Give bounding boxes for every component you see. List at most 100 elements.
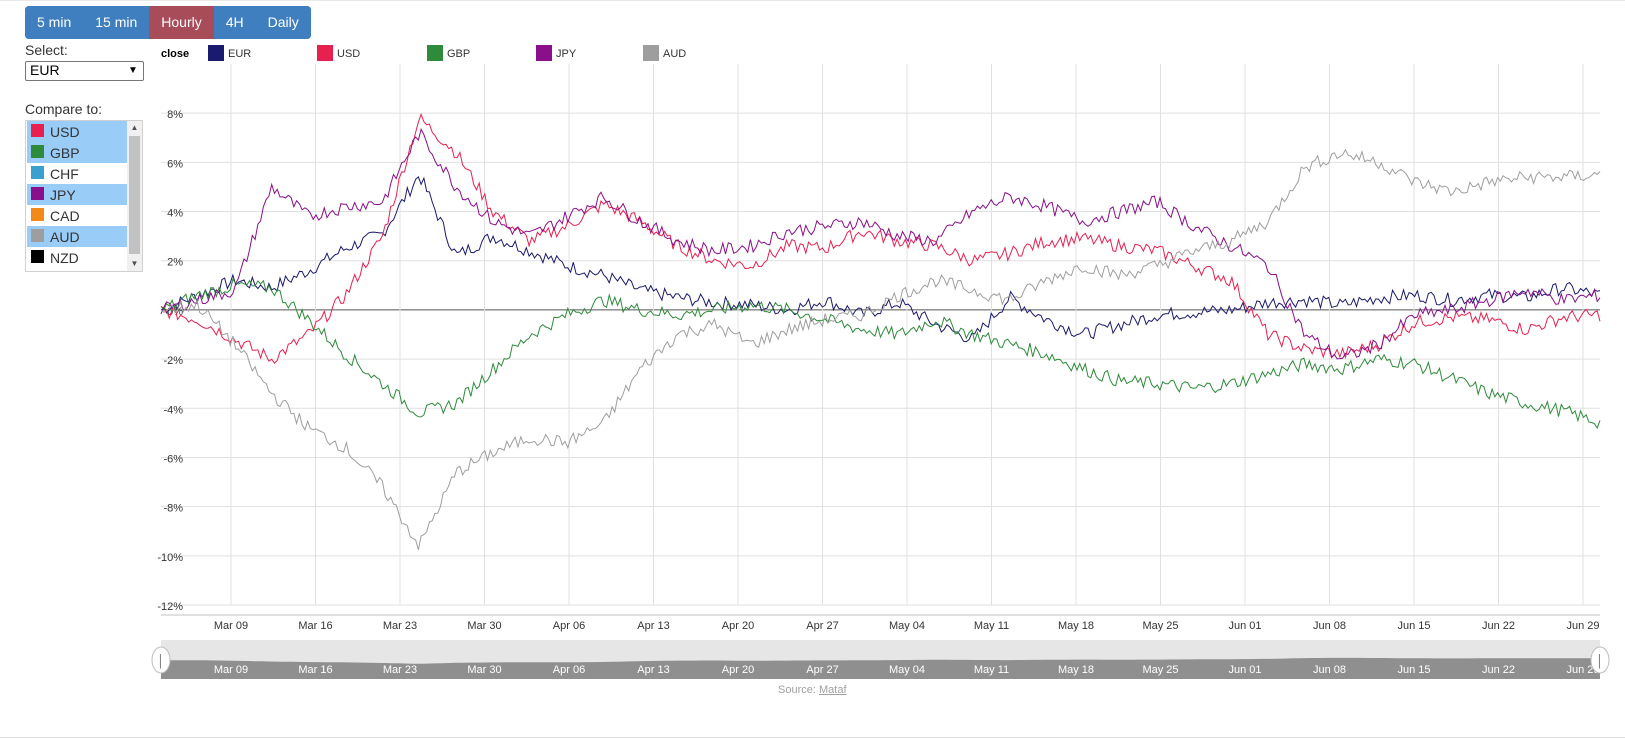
series-line-aud [160,148,1601,550]
navigator-tick-label: Apr 27 [806,664,838,676]
x-tick-label: Jun 22 [1482,620,1515,632]
compare-item-label: AUD [50,229,80,245]
x-tick-label: Jun 29 [1566,620,1599,632]
legend-label-aud: AUD [663,48,686,60]
y-tick-label: -2% [163,355,183,367]
compare-item-label: USD [50,124,80,140]
legend-label-eur: EUR [228,48,251,60]
compare-item-nzd[interactable]: NZD [27,247,128,268]
series-line-jpy [160,127,1601,360]
y-tick-label: -6% [163,453,183,465]
navigator-tick-label: Apr 06 [553,664,585,676]
y-tick-label: -12% [157,601,183,613]
x-tick-label: Apr 13 [637,620,669,632]
period-button-daily[interactable]: Daily [255,6,311,39]
chart-grid [161,64,1600,606]
navigator-tick-label: May 11 [974,664,1009,676]
y-tick-label: -10% [157,552,183,564]
chart-series [160,112,1601,550]
y-tick-label: -4% [163,404,183,416]
navigator-tick-label: Mar 09 [214,664,248,676]
currency-select-value: EUR [30,62,60,78]
navigator-handle-left[interactable]: │ [151,646,171,674]
period-button-15min[interactable]: 15 min [83,6,150,39]
navigator-tick-label: May 18 [1058,664,1094,676]
y-tick-label: 6% [167,158,183,170]
legend-title: close [161,48,189,60]
navigator-area [161,657,1600,679]
chevron-down-icon: ▼ [128,65,138,76]
x-tick-label: May 18 [1058,620,1094,632]
comparison-chart[interactable]: close EUR USD GBP JPY AUD 8%6%4%2%0%-2%-4%-6… [0,0,1625,700]
navigator-tick-label: Apr 13 [637,664,669,676]
compare-label: Compare to: [25,101,103,117]
legend-swatch-aud [643,45,659,61]
legend-label-jpy: JPY [556,48,577,60]
navigator-tick-label: Jun 15 [1397,664,1430,676]
series-line-usd [160,112,1601,364]
y-tick-label: 8% [167,109,183,121]
y-axis: 8%6%4%2%0%-2%-4%-6%-8%-10%-12% [157,109,183,613]
period-button-5min[interactable]: 5 min [25,6,84,39]
source-credit: Source: Mataf [778,684,847,696]
y-tick-label: 2% [167,257,183,269]
x-tick-label: May 04 [889,620,925,632]
handle-grip-icon: │ [157,654,165,669]
source-link[interactable]: Mataf [818,684,847,696]
bottom-divider [0,737,1625,738]
navigator-tick-label: Jun 22 [1482,664,1515,676]
aud-swatch-icon [31,229,44,242]
x-tick-label: Jun 08 [1313,620,1346,632]
x-tick-label: Apr 27 [806,620,838,632]
scroll-down-arrow-icon[interactable]: ▼ [130,259,139,268]
scroll-up-arrow-icon[interactable]: ▲ [130,123,139,132]
navigator-tick-label: May 25 [1142,664,1178,676]
navigator-handle-right[interactable]: │ [1590,646,1610,674]
x-tick-label: Mar 30 [467,620,501,632]
x-tick-label: Apr 20 [722,620,754,632]
navigator-tick-label: Mar 30 [467,664,501,676]
chf-swatch-icon [31,166,44,179]
scroll-thumb[interactable] [129,136,140,254]
gbp-swatch-icon [31,145,44,158]
navigator-tick-label: Mar 23 [383,664,417,676]
compare-item-usd[interactable]: USD [27,121,128,142]
compare-item-label: GBP [50,145,80,161]
navigator-tick-label: Mar 16 [298,664,332,676]
compare-item-chf[interactable]: CHF [27,163,128,184]
legend-swatch-jpy [536,45,552,61]
cad-swatch-icon [31,208,44,221]
compare-item-label: CHF [50,166,79,182]
chart-legend: close EUR USD GBP JPY AUD [161,45,686,61]
navigator-tick-label: Jun 01 [1228,664,1261,676]
navigator-tick-label: Jun 29 [1566,664,1599,676]
compare-item-jpy[interactable]: JPY [27,184,128,205]
compare-item-aud[interactable]: AUD [27,226,128,247]
x-tick-label: May 25 [1142,620,1178,632]
compare-item-gbp[interactable]: GBP [27,142,128,163]
compare-list[interactable]: USD GBP CHF JPY CAD AUD NZD ▲ ▼ [25,120,143,272]
y-tick-label: -8% [163,503,183,515]
x-tick-label: Mar 09 [214,620,248,632]
range-navigator[interactable]: Mar 09 Mar 16 Mar 23 Mar 30 Apr 06 Apr 13 Apr … [151,640,1610,679]
usd-swatch-icon [31,124,44,137]
period-selector: 5 min 15 min Hourly 4H Daily [25,6,311,39]
select-label: Select: [25,42,68,58]
period-button-hourly[interactable]: Hourly [149,6,214,39]
period-button-4h[interactable]: 4H [213,6,256,39]
compare-item-label: CAD [50,208,80,224]
legend-swatch-eur [208,45,224,61]
compare-item-label: JPY [50,187,76,203]
y-tick-label: 4% [167,208,183,220]
x-tick-label: Mar 23 [383,620,417,632]
currency-select[interactable]: EUR ▼ [25,61,144,81]
legend-swatch-gbp [427,45,443,61]
legend-label-gbp: GBP [447,48,470,60]
compare-item-cad[interactable]: CAD [27,205,128,226]
navigator-tick-label: May 04 [889,664,925,676]
compare-scrollbar[interactable]: ▲ ▼ [127,121,142,271]
x-axis: Mar 09 Mar 16 Mar 23 Mar 30 Apr 06 Apr 13 Apr … [161,614,1600,632]
x-tick-label: Jun 15 [1397,620,1430,632]
navigator-tick-label: Jun 08 [1313,664,1346,676]
navigator-tick-label: Apr 20 [722,664,754,676]
